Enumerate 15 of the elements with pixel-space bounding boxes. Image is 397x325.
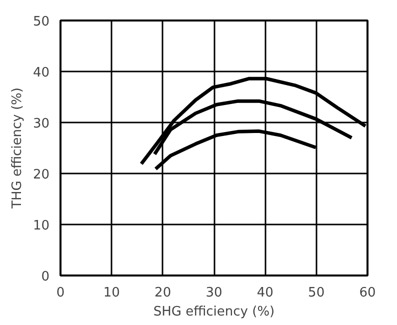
x-tick-label: 20 <box>154 286 172 300</box>
y-tick-label: 10 <box>32 218 50 234</box>
x-axis-title: SHG efficiency (%) <box>153 304 275 320</box>
y-tick-label: 0 <box>41 270 50 284</box>
y-tick-label: 30 <box>32 116 50 132</box>
y-tick-label: 40 <box>32 66 50 80</box>
x-tick-label: 40 <box>256 286 274 300</box>
x-tick-label: 50 <box>308 286 325 300</box>
y-tick-label: 50 <box>32 14 50 30</box>
x-tick-label: 10 <box>103 286 120 300</box>
x-tick-label: 60 <box>359 286 376 300</box>
x-tick-label: 30 <box>206 286 222 300</box>
y-tick-label: 20 <box>32 168 50 182</box>
y-axis-title: THG efficiency (%) <box>10 88 25 210</box>
x-tick-label: 0 <box>56 286 65 300</box>
